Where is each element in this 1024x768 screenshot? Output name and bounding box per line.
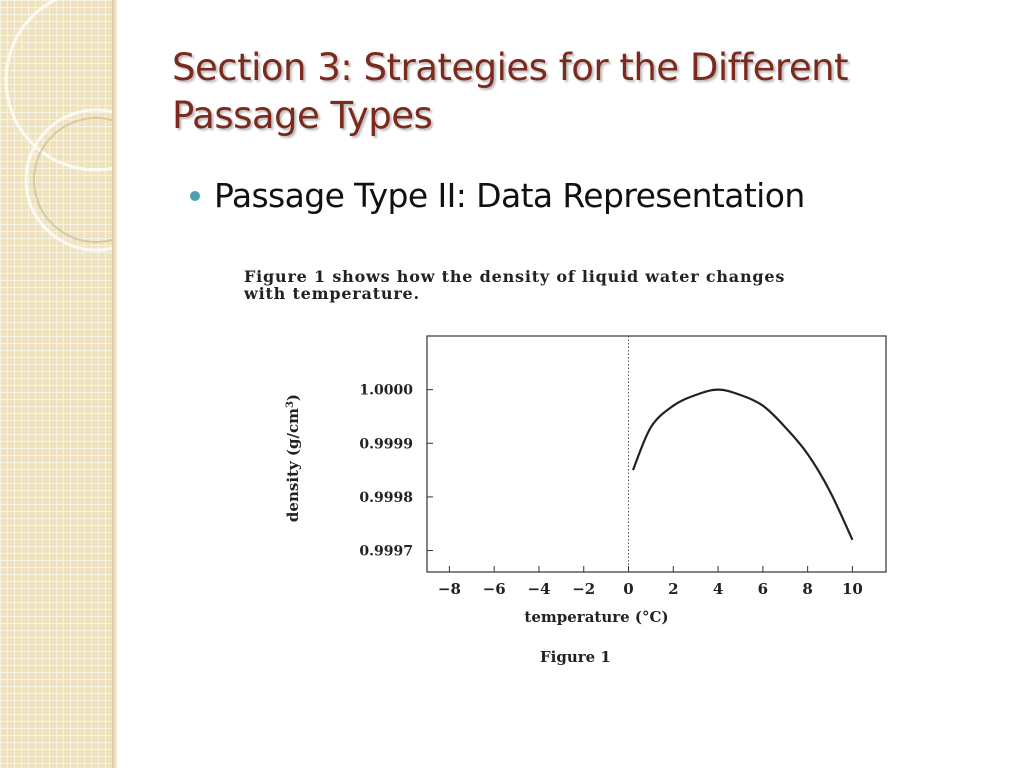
y-tick-label: 0.9997 — [359, 544, 413, 560]
y-tick-label: 0.9998 — [359, 490, 413, 506]
x-tick-label: 8 — [802, 580, 812, 598]
density-curve — [631, 388, 854, 541]
figure-caption: Figure 1 shows how the density of liquid… — [244, 268, 944, 302]
x-tick-label: −2 — [572, 580, 595, 598]
x-axis-label: temperature (°C) — [524, 608, 668, 626]
x-tick-label: −4 — [527, 580, 550, 598]
x-tick-label: 0 — [623, 580, 633, 598]
y-tick-label: 1.0000 — [359, 383, 413, 399]
figure-label: Figure 1 — [540, 648, 611, 666]
x-tick-label: 6 — [758, 580, 768, 598]
sidebar-circles-decoration — [4, 0, 112, 252]
x-tick-label: 10 — [842, 580, 863, 598]
bullet-item: Passage Type II: Data Representation — [190, 176, 805, 215]
x-tick-label: 4 — [713, 580, 723, 598]
bullet-text: Passage Type II: Data Representation — [214, 176, 805, 215]
bullet-dot-icon — [190, 190, 200, 201]
slide-title-line1: Section 3: Strategies for the Different — [172, 46, 849, 89]
x-tick-label: −6 — [483, 580, 506, 598]
plot-frame — [426, 335, 887, 573]
sidebar-edge — [112, 0, 117, 768]
figure-caption-line2: with temperature. — [244, 284, 420, 303]
x-tick-label: 2 — [668, 580, 678, 598]
slide-title: Section 3: Strategies for the Different … — [172, 44, 972, 140]
figure-caption-line1: Figure 1 shows how the density of liquid… — [244, 267, 786, 286]
decorative-sidebar — [0, 0, 112, 768]
slide-title-line2: Passage Types — [172, 94, 433, 137]
y-axis-label: density (g/cm3) — [284, 394, 302, 522]
x-tick-label: −8 — [438, 580, 461, 598]
y-tick-label: 0.9999 — [359, 436, 413, 452]
